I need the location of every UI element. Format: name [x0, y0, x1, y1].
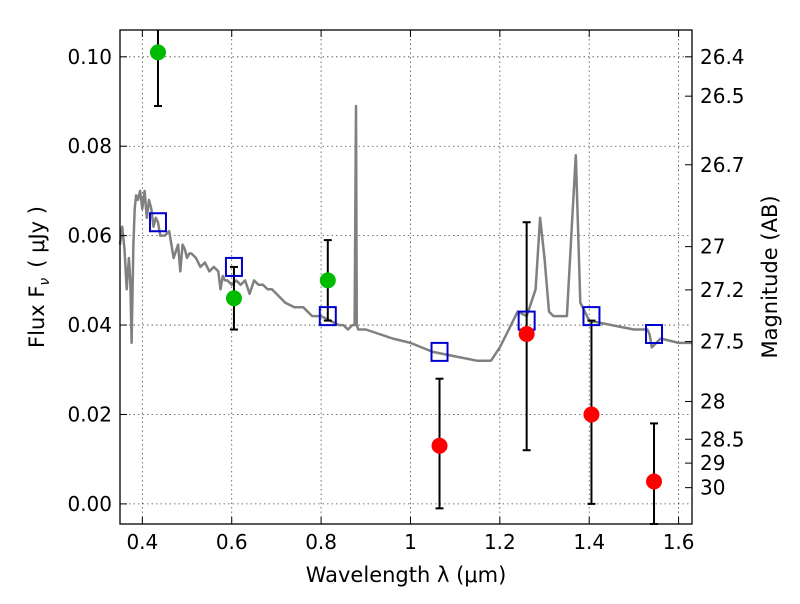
y2-tick-label: 26.4: [700, 45, 745, 69]
green-data-point: [319, 272, 336, 289]
data-markers: [148, 44, 664, 490]
y2-tick-label: 30: [700, 476, 725, 500]
y-axis-label-subscript: ν: [37, 278, 53, 286]
x-tick-label: 1: [404, 530, 417, 554]
green-data-point: [149, 44, 166, 61]
axis-ticks: 0.4 0.6 0.8 1 1.2 1.4 1.6 0.00 0.02 0.04 0.06 0.08 0…: [67, 30, 745, 554]
grid-lines: [120, 30, 692, 524]
y2-axis-label: Magnitude (AB): [758, 195, 782, 358]
y-tick-label: 0.08: [67, 134, 112, 158]
model-photometry-square: [224, 256, 243, 277]
x-tick-label: 1.2: [484, 530, 516, 554]
x-tick-label: 0.8: [305, 530, 337, 554]
red-data-point: [518, 326, 535, 342]
red-data-point: [431, 437, 448, 454]
model-photometry-square: [645, 324, 664, 344]
plot-frame: [119, 29, 693, 525]
y2-tick-label: 29: [700, 451, 725, 475]
model-photometry-square: [582, 306, 601, 327]
red-data-point: [646, 473, 663, 490]
y-axis-label: Flux Fν ( μJy ): [25, 206, 53, 348]
y-axis-label-units: ( μJy ): [25, 206, 49, 268]
y2-tick-label: 28: [700, 389, 725, 413]
y2-tick-label: 27.2: [700, 278, 745, 302]
y2-tick-label: 27.5: [700, 330, 745, 354]
y2-tick-label: 28.5: [700, 427, 745, 451]
sed-model-series: [118, 104, 692, 363]
x-tick-label: 1.6: [663, 530, 695, 554]
model-photometry-square: [430, 341, 449, 362]
x-tick-label: 1.4: [573, 530, 605, 554]
y-axis-label-flux: Flux F: [25, 286, 49, 348]
y-tick-label: 0.02: [67, 402, 112, 426]
x-axis-label: Wavelength λ (μm): [306, 563, 507, 587]
green-data-point: [225, 290, 242, 307]
x-tick-label: 0.4: [126, 530, 158, 554]
model-photometry-square: [318, 306, 337, 327]
y2-tick-label: 26.7: [700, 153, 745, 177]
sed-model-line: [118, 104, 692, 363]
y2-tick-label: 27: [700, 235, 725, 259]
y-tick-label: 0.00: [67, 492, 112, 516]
red-data-point: [583, 406, 600, 423]
x-tick-label: 0.6: [216, 530, 248, 554]
model-photometry-square: [148, 212, 167, 233]
y-tick-label: 0.06: [67, 224, 112, 248]
y-tick-label: 0.10: [67, 45, 112, 69]
y2-tick-label: 26.5: [700, 84, 745, 108]
y-tick-label: 0.04: [67, 313, 112, 337]
error-bars: [153, 30, 659, 525]
